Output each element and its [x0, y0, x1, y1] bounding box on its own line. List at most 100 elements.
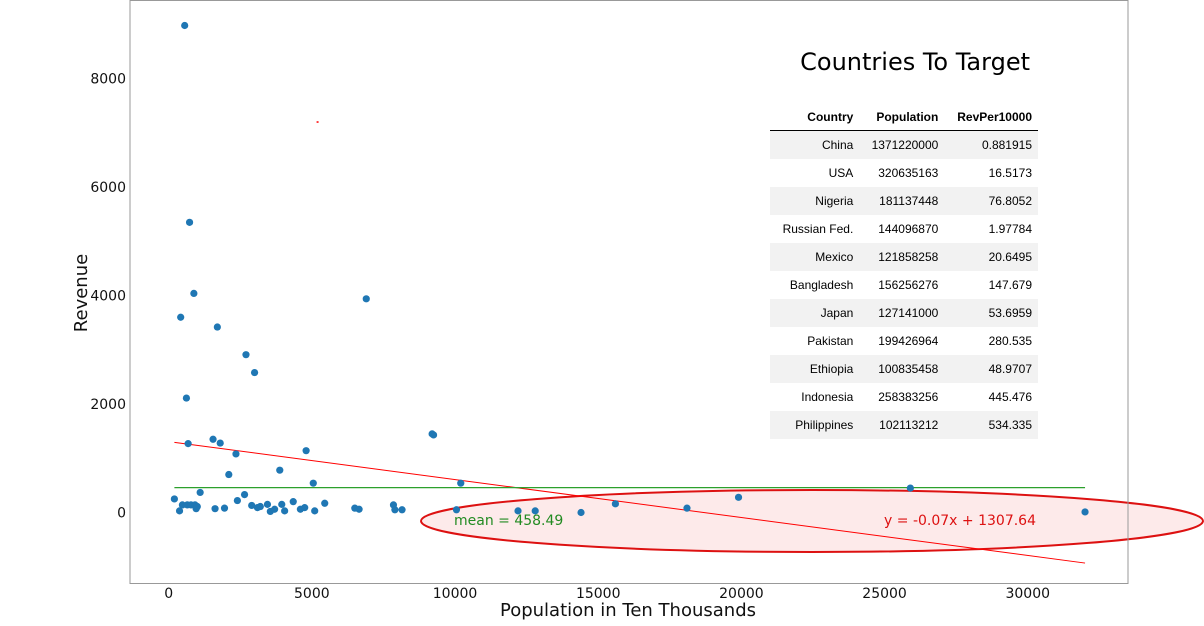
table-cell: 199426964	[878, 334, 939, 348]
y-tick-label: 4000	[90, 289, 126, 305]
table-cell: 53.6959	[944, 299, 1038, 327]
data-point	[242, 351, 250, 359]
table-cell: 156256276	[878, 278, 939, 292]
table-row: Japan 127141000 53.6959	[770, 299, 1038, 327]
table-cell: Philippines	[770, 411, 860, 439]
data-point	[181, 21, 189, 30]
y-tick-label: 6000	[90, 180, 126, 196]
data-point	[321, 499, 329, 507]
data-point	[184, 440, 192, 448]
data-point	[362, 295, 370, 303]
table-cell: Japan	[770, 299, 860, 327]
data-point	[278, 500, 286, 508]
x-axis-label: Population in Ten Thousands	[500, 600, 756, 621]
table-cell: 102113212	[859, 411, 945, 439]
table-cell: 280.535	[988, 334, 1032, 348]
data-point	[190, 289, 198, 297]
countries-to-target-panel: Countries To Target Country Population Rev…	[770, 40, 1040, 439]
table-cell: 20.6495	[944, 243, 1038, 271]
data-point	[213, 323, 221, 331]
table-row: Russian Fed. 144096870 1.97784	[770, 215, 1038, 243]
data-point	[216, 439, 224, 447]
table-cell: 445.476	[988, 390, 1032, 404]
data-point	[240, 491, 249, 499]
data-point	[175, 507, 184, 515]
table-cell: Nigeria	[770, 187, 860, 215]
data-point	[263, 500, 272, 508]
data-point	[209, 435, 217, 443]
data-point	[185, 218, 194, 226]
data-point	[302, 447, 310, 455]
table-cell: 181137448	[859, 187, 945, 215]
table-cell: USA	[828, 166, 854, 180]
data-point	[514, 507, 522, 515]
data-point	[233, 496, 241, 505]
table-cell: 48.9707	[944, 355, 1038, 383]
data-point	[256, 502, 264, 511]
data-point	[311, 507, 319, 515]
x-tick-label: 30000	[1005, 586, 1050, 602]
table-cell: China	[770, 130, 860, 159]
data-point	[177, 313, 185, 321]
table-cell: 320635163	[878, 166, 939, 180]
table-cell: 127141000	[859, 299, 945, 327]
table-row: Mexico 121858258 20.6495	[770, 243, 1038, 271]
column-header: Country	[770, 106, 860, 131]
trend-line	[174, 441, 1086, 564]
y-tick-label: 2000	[90, 397, 126, 413]
data-point	[391, 506, 399, 514]
data-point	[734, 493, 743, 501]
data-point	[232, 450, 240, 458]
x-tick-label: 25000	[862, 586, 907, 602]
data-point	[906, 484, 914, 492]
table-cell: Mexico	[770, 243, 860, 271]
x-tick-label: 20000	[719, 586, 764, 602]
table-cell: 76.8052	[944, 187, 1038, 215]
data-point	[1081, 508, 1089, 516]
data-point	[276, 466, 284, 474]
table-cell: 258383256	[878, 390, 939, 404]
y-tick-label: 0	[117, 505, 126, 521]
plot-frame	[129, 0, 1129, 584]
table-header-row: Country Population RevPer10000	[770, 106, 1038, 131]
table-row: Bangladesh 156256276 147.679	[770, 271, 1038, 299]
table-cell: Bangladesh	[789, 278, 854, 292]
data-point	[355, 505, 363, 513]
table-cell: 147.679	[988, 278, 1032, 292]
table-cell: Russian Fed.	[782, 222, 854, 236]
table-row: China 1371220000 0.881915	[770, 130, 1038, 159]
table-cell: 144096870	[878, 222, 939, 236]
data-point	[289, 498, 297, 506]
table-cell: 0.881915	[944, 130, 1038, 159]
table-cell: 100835458	[859, 355, 945, 383]
data-point	[220, 504, 229, 512]
data-point	[309, 479, 317, 487]
data-point	[611, 500, 619, 508]
countries-table: Country Population RevPer10000 China 137122…	[770, 106, 1038, 439]
column-header: RevPer10000	[944, 106, 1038, 131]
table-cell: 121858258	[859, 243, 945, 271]
trend-equation-annotation: y = -0.07x + 1307.64	[884, 513, 1036, 529]
data-point	[457, 479, 465, 487]
data-point	[531, 507, 539, 515]
x-tick-label: 15000	[576, 586, 621, 602]
data-point	[398, 506, 406, 514]
data-point	[301, 504, 309, 512]
panel-title: Countries To Target	[800, 48, 1030, 76]
table-cell: Indonesia	[801, 390, 854, 404]
data-point	[452, 506, 461, 514]
table-cell: Ethiopia	[770, 355, 860, 383]
mean-annotation: mean = 458.49	[454, 513, 563, 529]
data-point	[225, 470, 233, 479]
x-tick-label: 5000	[294, 586, 330, 602]
table-row: USA 320635163 16.5173	[770, 159, 1038, 187]
data-point	[248, 501, 256, 510]
table-row: Nigeria 181137448 76.8052	[770, 187, 1038, 215]
data-point	[193, 502, 201, 511]
data-point	[196, 488, 204, 497]
data-point	[182, 394, 191, 402]
table-cell: 1371220000	[859, 130, 945, 159]
data-point	[170, 495, 178, 503]
data-point	[281, 507, 289, 515]
